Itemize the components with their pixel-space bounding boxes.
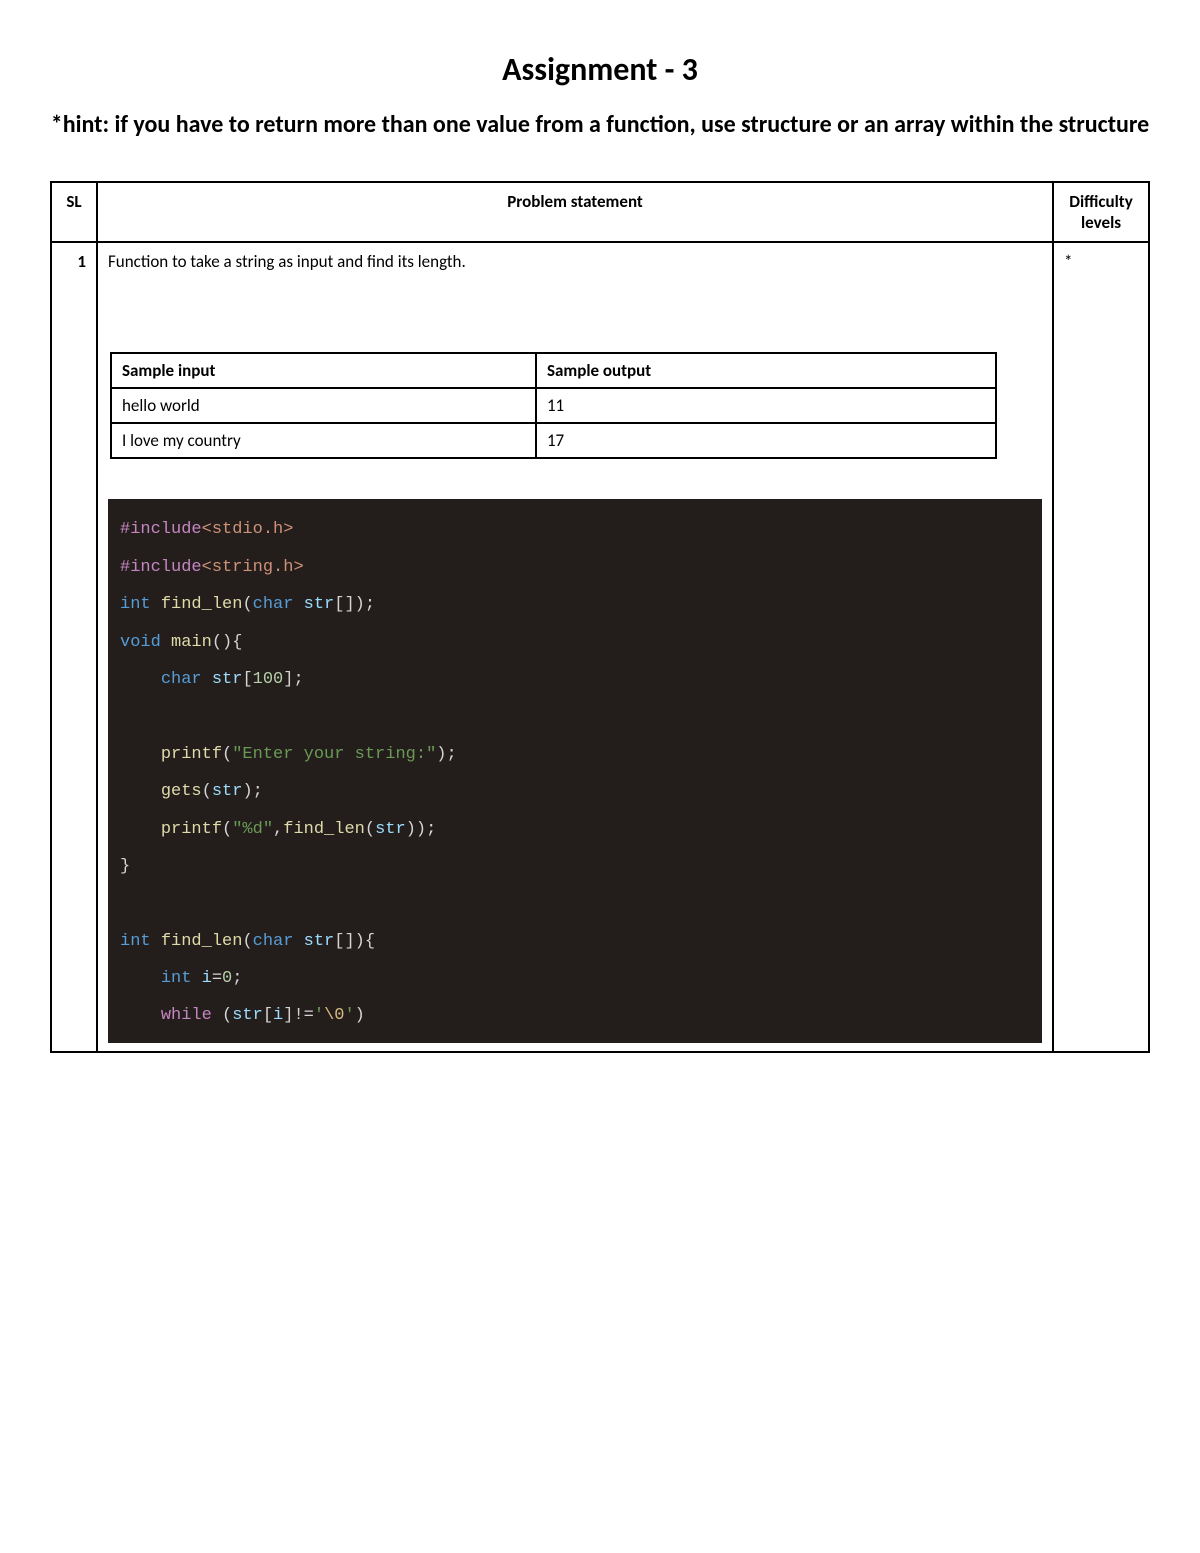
table-row: hello world 11	[111, 388, 996, 423]
code-token: []){	[334, 932, 375, 951]
code-token: i	[273, 1006, 283, 1025]
code-token: i	[202, 969, 212, 988]
code-token: printf	[161, 745, 222, 764]
code-token: ]!=	[283, 1006, 314, 1025]
code-token: (	[222, 820, 232, 839]
code-token: []);	[334, 595, 375, 614]
sample-table: Sample input Sample output hello world 1…	[110, 352, 997, 459]
code-token: (	[212, 1006, 232, 1025]
page-title: Assignment - 3	[50, 50, 1150, 89]
code-token: <stdio.h>	[202, 520, 294, 539]
cell-problem: Function to take a string as input and f…	[97, 242, 1053, 1051]
code-token: (	[222, 745, 232, 764]
code-token: find_len	[161, 595, 243, 614]
header-difficulty: Difficulty levels	[1053, 182, 1149, 242]
code-token: str	[375, 820, 406, 839]
code-token: "Enter your string:"	[232, 745, 436, 764]
code-token: while	[161, 1006, 212, 1025]
hint-text: *hint: if you have to return more than o…	[50, 109, 1150, 141]
cell-difficulty: *	[1053, 242, 1149, 1051]
problem-statement: Function to take a string as input and f…	[108, 251, 1042, 272]
code-token: find_len	[283, 820, 365, 839]
sample-header-input: Sample input	[111, 353, 536, 388]
code-token: gets	[161, 782, 202, 801]
code-token: (	[242, 932, 252, 951]
header-problem: Problem statement	[97, 182, 1053, 242]
code-token: ];	[283, 670, 303, 689]
code-token: <string.h>	[202, 558, 304, 577]
code-token: (	[242, 595, 252, 614]
sample-input: I love my country	[111, 423, 536, 458]
code-token: ;	[232, 969, 242, 988]
code-token: );	[416, 820, 436, 839]
cell-sl: 1	[51, 242, 97, 1051]
sample-output: 17	[536, 423, 996, 458]
code-token: \0	[324, 1006, 344, 1025]
code-token: int	[120, 932, 151, 951]
code-token: '	[344, 1006, 354, 1025]
code-token: '	[314, 1006, 324, 1025]
code-token: str	[304, 595, 335, 614]
code-token: [	[242, 670, 252, 689]
code-token: char	[161, 670, 202, 689]
sample-header-output: Sample output	[536, 353, 996, 388]
code-token: str	[232, 1006, 263, 1025]
sample-output: 11	[536, 388, 996, 423]
code-token: int	[120, 595, 151, 614]
code-token: 100	[253, 670, 284, 689]
code-token: str	[304, 932, 335, 951]
code-token: ,	[273, 820, 283, 839]
code-token: int	[161, 969, 192, 988]
sample-input: hello world	[111, 388, 536, 423]
code-token: char	[253, 595, 294, 614]
header-sl: SL	[51, 182, 97, 242]
code-token: "%d"	[232, 820, 273, 839]
assignment-table: SL Problem statement Difficulty levels 1…	[50, 181, 1150, 1052]
code-token: printf	[161, 820, 222, 839]
table-row: I love my country 17	[111, 423, 996, 458]
code-block: #include<stdio.h> #include<string.h> int…	[108, 499, 1042, 1042]
code-token: =	[212, 969, 222, 988]
code-token: }	[120, 857, 130, 876]
code-token: str	[212, 782, 243, 801]
code-token: void	[120, 633, 161, 652]
code-token: main	[171, 633, 212, 652]
code-token: find_len	[161, 932, 243, 951]
code-token: )	[355, 1006, 365, 1025]
code-token: );	[242, 782, 262, 801]
code-token: [	[263, 1006, 273, 1025]
code-token: (	[202, 782, 212, 801]
code-token: #include	[120, 520, 202, 539]
code-token: #include	[120, 558, 202, 577]
code-token: char	[253, 932, 294, 951]
code-token: );	[436, 745, 456, 764]
code-token: (	[365, 820, 375, 839]
code-token: (){	[212, 633, 243, 652]
code-token: 0	[222, 969, 232, 988]
code-token: str	[212, 670, 243, 689]
